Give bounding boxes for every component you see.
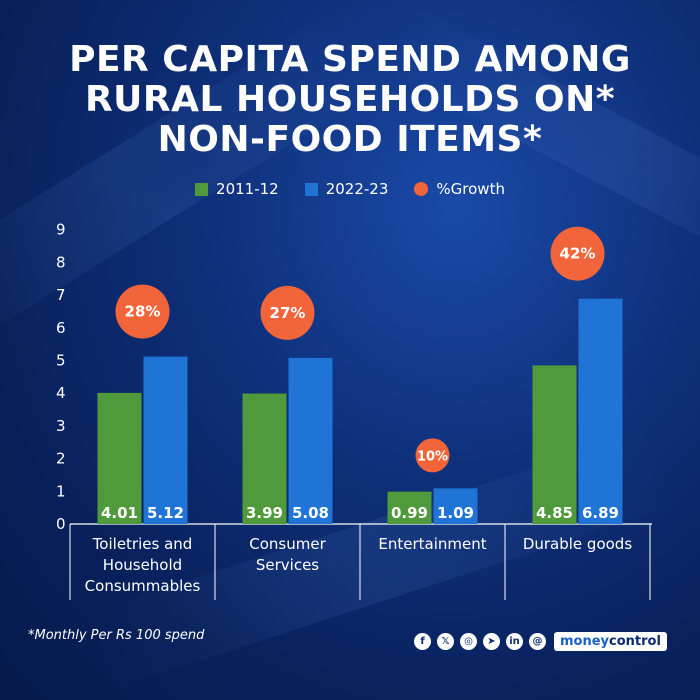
x-tick-label: Entertainment [378, 535, 486, 553]
legend-label: 2022-23 [325, 180, 389, 198]
x-tick-label: Household [103, 556, 182, 574]
y-tick-label: 7 [56, 286, 66, 304]
legend-item-2011-12: 2011-12 [195, 180, 279, 198]
data-label-2022-23: 5.12 [147, 504, 184, 522]
footnote: *Monthly Per Rs 100 spend [28, 628, 205, 643]
y-tick-label: 0 [56, 515, 66, 533]
title-line: RURAL HOUSEHOLDS ON* [84, 79, 616, 120]
data-label-2022-23: 6.89 [582, 504, 619, 522]
y-tick-label: 5 [56, 352, 66, 370]
x-tick-label: Services [256, 556, 319, 574]
data-label-2011-12: 4.01 [101, 504, 138, 522]
brand-part1: money [560, 634, 610, 649]
x-tick-label: Durable goods [523, 535, 632, 553]
chart-title: PER CAPITA SPEND AMONG RURAL HOUSEHOLDS … [0, 40, 700, 160]
y-tick-label: 1 [56, 482, 66, 500]
data-label-2011-12: 3.99 [246, 504, 283, 522]
y-tick-label: 4 [56, 384, 66, 402]
telegram-icon[interactable]: ➤ [483, 633, 500, 650]
legend-label: 2011-12 [216, 180, 279, 198]
growth-bubble [115, 284, 170, 339]
linkedin-icon[interactable]: in [506, 633, 523, 650]
social-links: f 𝕏 ◎ ➤ in @ moneycontrol [414, 632, 667, 651]
growth-label: 28% [125, 303, 161, 321]
title-line: NON-FOOD ITEMS* [157, 119, 543, 160]
bar-2011-12 [532, 365, 577, 524]
x-tick-label: Consummables [85, 577, 201, 595]
bar-2011-12 [97, 392, 142, 524]
y-tick-label: 2 [56, 450, 66, 468]
x-tick-label: Toiletries and [92, 535, 193, 553]
y-tick-label: 8 [56, 253, 66, 271]
y-tick-label: 9 [56, 221, 66, 239]
moneycontrol-logo[interactable]: moneycontrol [554, 632, 667, 651]
growth-bubble [415, 438, 450, 473]
y-tick-label: 3 [56, 417, 66, 435]
facebook-icon[interactable]: f [414, 633, 431, 650]
bar-2022-23 [433, 488, 478, 524]
bar-2011-12 [387, 491, 432, 524]
bar-2011-12 [242, 393, 287, 524]
legend-swatch [195, 182, 209, 196]
x-icon[interactable]: 𝕏 [437, 633, 454, 650]
growth-bubble [260, 285, 315, 340]
growth-label: 10% [417, 449, 448, 464]
x-tick-label: Consumer [249, 535, 326, 553]
brand-part2: control [609, 634, 661, 649]
legend-item-growth: %Growth [414, 180, 505, 198]
data-label-2022-23: 1.09 [437, 504, 474, 522]
instagram-icon[interactable]: ◎ [460, 633, 477, 650]
growth-label: 27% [270, 304, 306, 322]
legend-item-2022-23: 2022-23 [304, 180, 389, 198]
bar-2022-23 [578, 298, 623, 524]
growth-bubble [550, 226, 605, 281]
bar-2022-23 [288, 357, 333, 524]
bar-2022-23 [143, 356, 188, 524]
data-label-2022-23: 5.08 [292, 504, 329, 522]
legend-label: %Growth [436, 180, 505, 198]
threads-icon[interactable]: @ [529, 633, 546, 650]
legend-swatch [304, 182, 318, 196]
data-label-2011-12: 4.85 [536, 504, 573, 522]
y-tick-label: 6 [56, 319, 66, 337]
data-label-2011-12: 0.99 [391, 504, 428, 522]
legend: 2011-12 2022-23 %Growth [0, 180, 700, 198]
title-line: PER CAPITA SPEND AMONG [69, 39, 631, 80]
growth-label: 42% [560, 245, 596, 263]
legend-swatch [414, 182, 429, 196]
